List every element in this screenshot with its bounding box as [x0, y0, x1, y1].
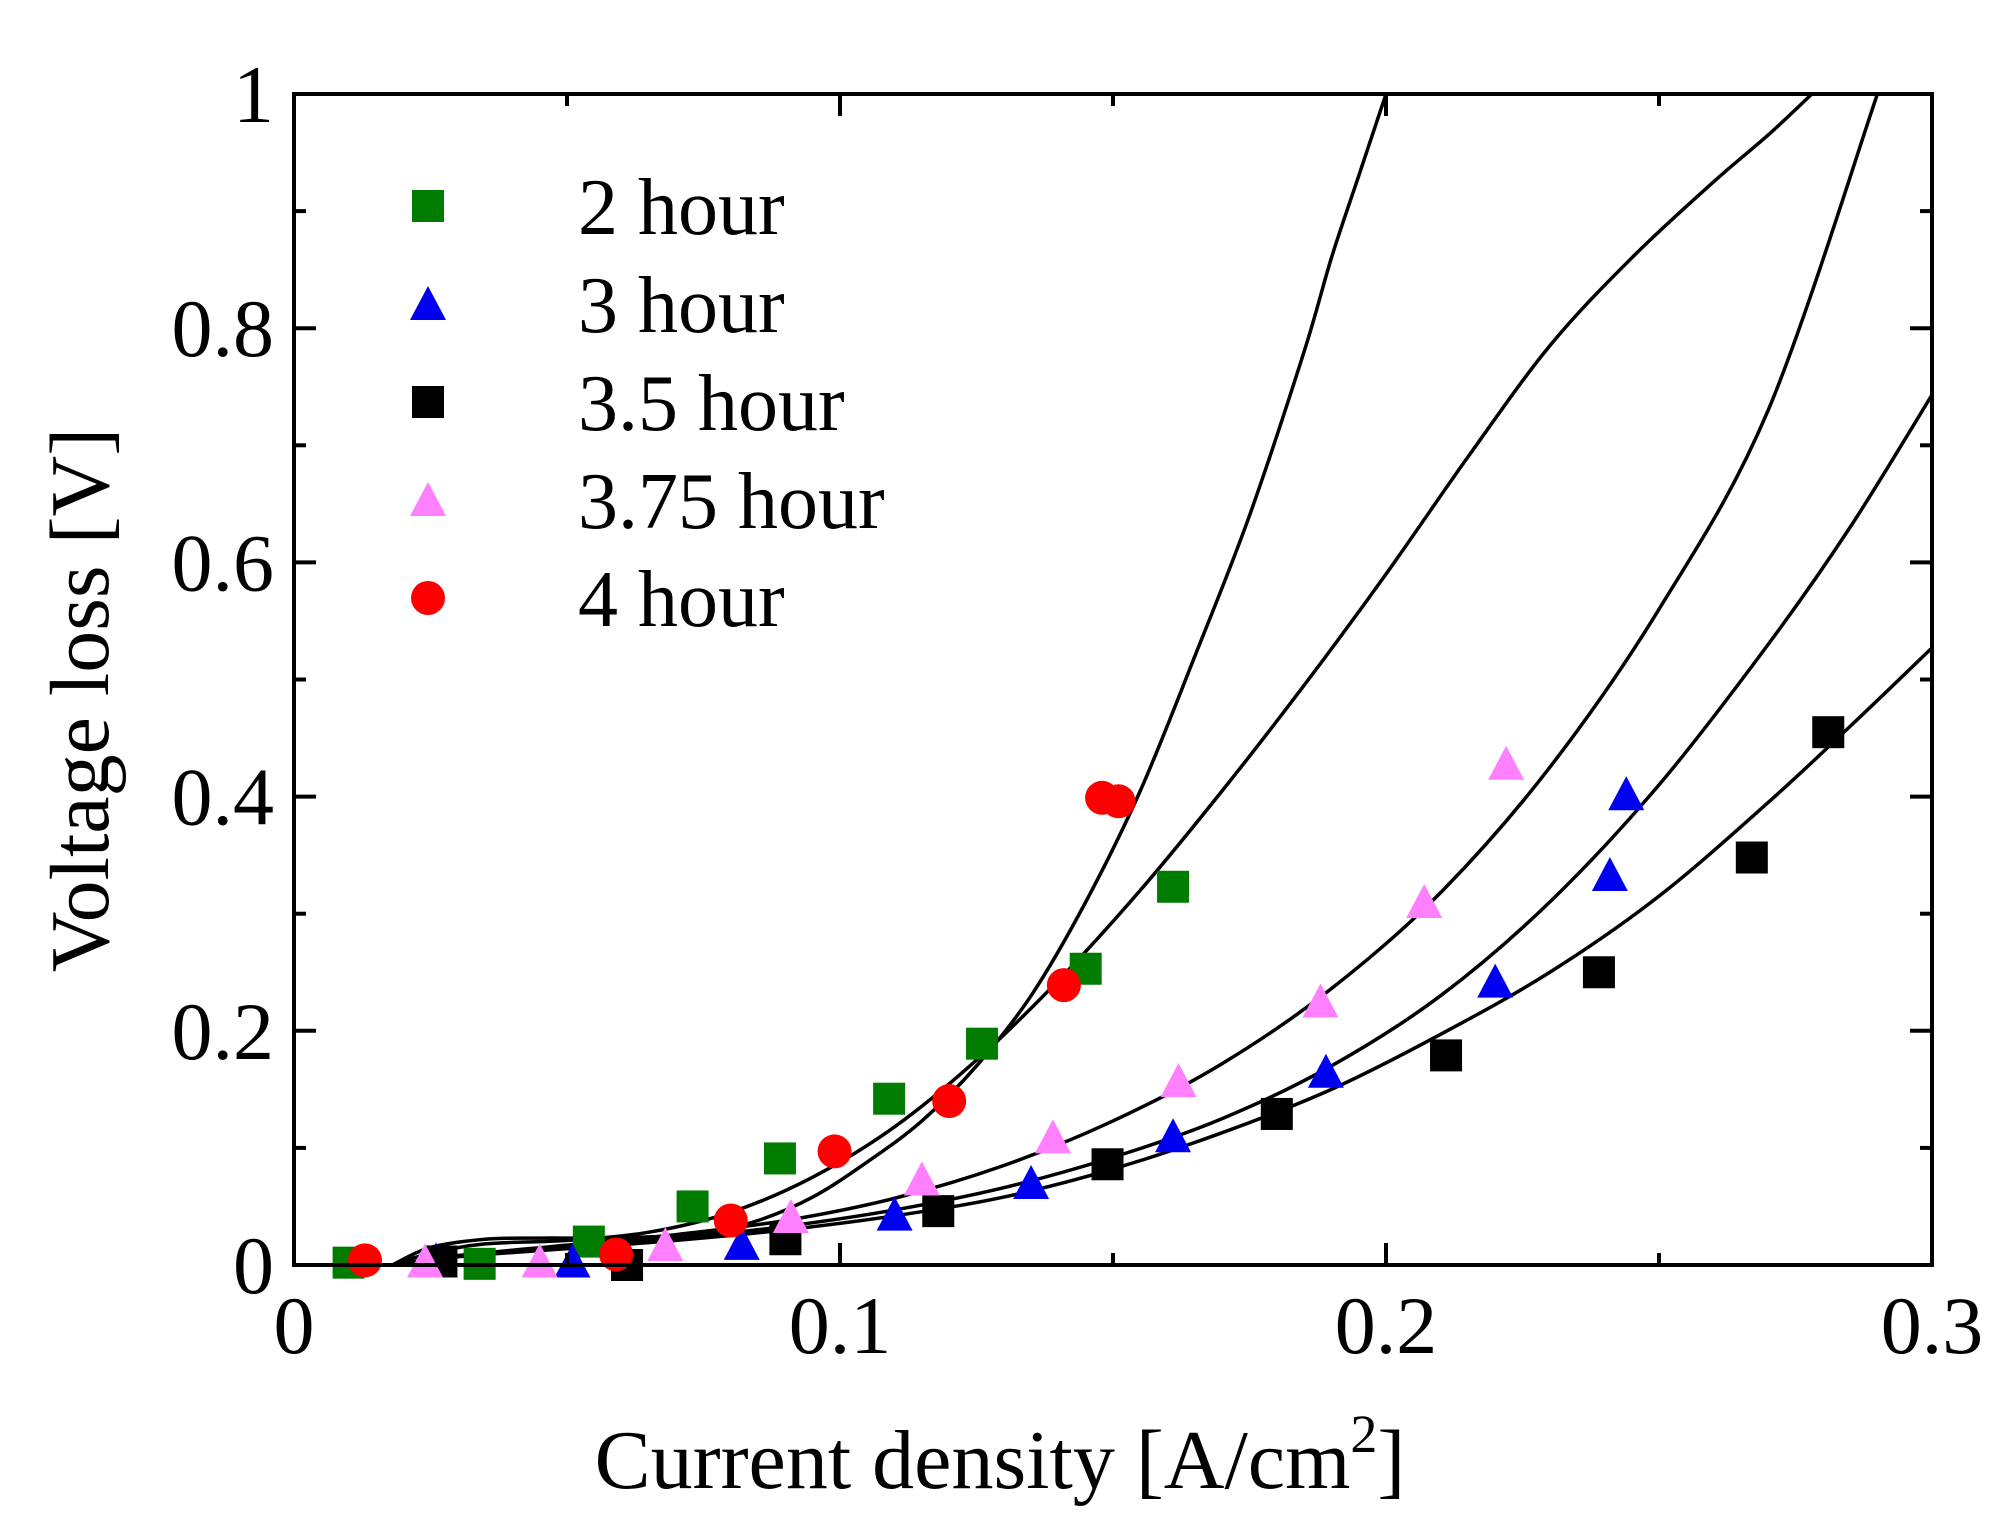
data-point	[1735, 841, 1768, 874]
data-point	[817, 1134, 852, 1169]
legend-marker	[412, 190, 444, 222]
y-tick-label: 0.4	[172, 752, 275, 843]
data-point	[1157, 870, 1190, 903]
tick-labels: 0 0.1 0.2 0.3 0 0.2 0.4 0.6 0.8 1	[172, 49, 1984, 1371]
x-axis-label-superscript: 2	[1350, 1404, 1377, 1464]
data-point	[1034, 1119, 1071, 1154]
data-point	[932, 1084, 967, 1119]
data-point	[1155, 1118, 1192, 1153]
x-tick-label: 0.3	[1881, 1280, 1984, 1371]
data-point	[772, 1198, 809, 1233]
data-point	[1591, 857, 1628, 892]
y-tick-label: 1	[233, 49, 274, 140]
x-tick-label: 0.2	[1335, 1280, 1438, 1371]
data-point	[1260, 1097, 1293, 1130]
data-point	[647, 1227, 684, 1262]
data-point	[1160, 1063, 1197, 1098]
data-point	[876, 1196, 913, 1231]
legend-marker	[410, 482, 446, 516]
data-point	[1812, 716, 1845, 749]
x-axis-label-main: Current density [A/cm	[595, 1414, 1351, 1507]
data-point	[713, 1203, 748, 1238]
legend: 2 hour 3 hour 3.5 hour 3.75 hour 4 hour	[410, 164, 885, 644]
data-point	[1477, 963, 1514, 998]
x-axis-label-close: ]	[1377, 1414, 1405, 1507]
legend-marker	[410, 286, 446, 320]
x-tick-label: 0.1	[789, 1280, 892, 1371]
data-point	[1608, 776, 1645, 811]
data-point	[1091, 1148, 1124, 1181]
legend-marker	[412, 386, 444, 418]
y-axis-label: Voltage loss [V]	[34, 428, 127, 972]
data-point	[407, 1243, 444, 1278]
plot-frame	[292, 92, 1934, 1267]
data-point	[1046, 968, 1081, 1003]
x-axis-label: Current density [A/cm2]	[595, 1404, 1406, 1507]
legend-label: 3.5 hour	[578, 360, 845, 448]
data-point	[873, 1082, 906, 1115]
data-point	[1488, 745, 1525, 780]
data-point	[1430, 1039, 1463, 1072]
data-point	[965, 1027, 998, 1060]
y-tick-label: 0.8	[172, 283, 275, 374]
fit-curve	[392, 394, 1932, 1265]
data-point	[903, 1161, 940, 1196]
axis-ticks	[292, 92, 1934, 1267]
legend-label: 3.75 hour	[578, 458, 885, 546]
legend-label: 2 hour	[578, 164, 785, 252]
legend-label: 3 hour	[578, 262, 785, 350]
legend-marker	[411, 581, 445, 615]
data-point	[723, 1225, 760, 1260]
y-tick-label: 0	[233, 1220, 274, 1311]
y-tick-label: 0.6	[172, 517, 275, 608]
data-point	[676, 1190, 709, 1223]
data-point	[763, 1142, 796, 1175]
data-point	[1302, 983, 1339, 1018]
y-tick-label: 0.2	[172, 986, 275, 1077]
data-point	[922, 1195, 955, 1228]
data-point	[1582, 956, 1615, 989]
data-point	[599, 1237, 634, 1272]
fit-curve	[392, 646, 1932, 1265]
data-point	[554, 1243, 591, 1278]
data-markers	[332, 716, 1845, 1281]
data-point	[1101, 784, 1136, 819]
data-point	[1307, 1053, 1344, 1088]
data-point	[347, 1243, 382, 1278]
legend-label: 4 hour	[578, 556, 785, 644]
data-point	[1013, 1165, 1050, 1200]
x-tick-label: 0	[274, 1280, 315, 1371]
data-point	[1406, 883, 1443, 918]
data-point	[521, 1243, 558, 1278]
